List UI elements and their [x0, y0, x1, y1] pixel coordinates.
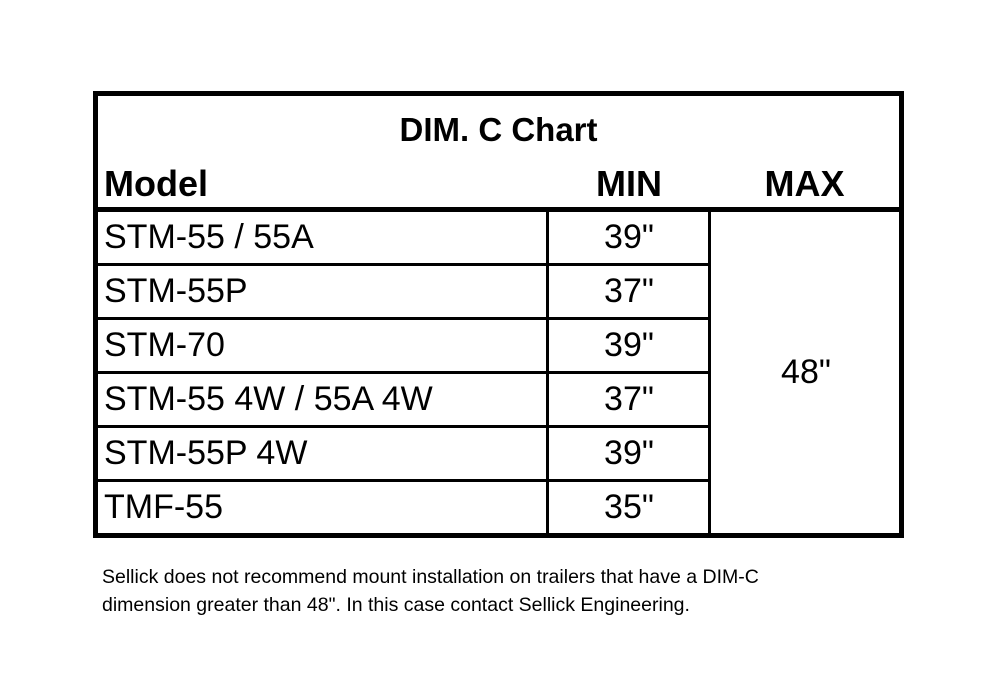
model-cell: STM-55P 4W — [104, 434, 308, 472]
table-row: TMF-55 35" — [98, 482, 710, 533]
table-row: STM-70 39" — [98, 320, 710, 371]
min-cell: 35" — [604, 488, 654, 526]
row-divider — [98, 317, 710, 320]
model-cell: STM-55 / 55A — [104, 218, 314, 256]
min-cell: 39" — [604, 326, 654, 364]
model-cell: STM-55 4W / 55A 4W — [104, 380, 433, 418]
column-header-min: MIN — [596, 163, 662, 204]
row-divider — [98, 425, 710, 428]
min-cell: 39" — [604, 434, 654, 472]
min-cell: 37" — [604, 272, 654, 310]
table-row: STM-55 4W / 55A 4W 37" — [98, 374, 710, 425]
column-divider-min-max — [708, 212, 711, 533]
table-row: STM-55 / 55A 39" — [98, 212, 710, 263]
min-cell: 37" — [604, 380, 654, 418]
footnote-line: Sellick does not recommend mount install… — [102, 566, 759, 588]
model-cell: STM-70 — [104, 326, 225, 364]
max-value-cell: 48" — [781, 353, 831, 391]
row-divider — [98, 371, 710, 374]
column-header-model: Model — [104, 163, 208, 204]
row-divider — [98, 479, 710, 482]
row-divider — [98, 263, 710, 266]
chart-title: DIM. C Chart — [399, 111, 598, 148]
footnote: Sellick does not recommend mount install… — [102, 563, 902, 619]
table-row: STM-55P 37" — [98, 266, 710, 317]
table-row: STM-55P 4W 39" — [98, 428, 710, 479]
min-cell: 39" — [604, 218, 654, 256]
column-header-max: MAX — [764, 163, 845, 204]
dim-c-chart-table: DIM. C Chart Model MIN MAX STM-55 / 55A … — [93, 91, 904, 538]
model-cell: STM-55P — [104, 272, 248, 310]
column-divider-model-min — [546, 212, 549, 533]
model-cell: TMF-55 — [104, 488, 223, 526]
header-divider — [98, 207, 899, 212]
footnote-line: dimension greater than 48". In this case… — [102, 594, 690, 616]
